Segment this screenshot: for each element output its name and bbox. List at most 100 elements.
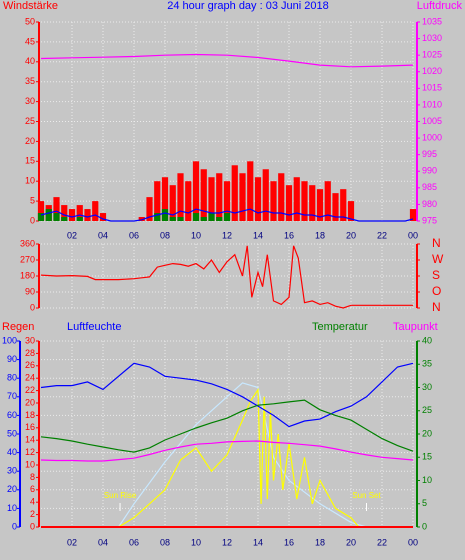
y-tick-label: 10 (25, 459, 35, 469)
bar (278, 173, 285, 221)
bar (37, 213, 45, 221)
y-tick-label: 5 (422, 498, 427, 508)
y-tick-label: 45 (25, 36, 35, 46)
humidity-label: Luftfeuchte (67, 321, 121, 333)
bar (309, 185, 316, 221)
y-tick-label: 2 (30, 509, 35, 519)
bar (99, 213, 107, 221)
bar (216, 217, 223, 221)
bar (185, 181, 192, 221)
y-tick-label: 985 (422, 182, 437, 192)
y-tick-label: 6 (30, 484, 35, 494)
y-tick-label: S (432, 268, 440, 282)
dewpoint-label: Taupunkt (393, 321, 438, 333)
y-tick-label: 0 (30, 302, 35, 312)
y-tick-label: 14 (25, 435, 35, 445)
bar (161, 177, 169, 221)
series-line (40, 362, 414, 428)
bar (53, 197, 60, 221)
bar (84, 209, 91, 221)
y-tick-label: 25 (422, 405, 432, 415)
bar (223, 213, 231, 221)
bar (76, 217, 83, 221)
series-line (40, 245, 413, 309)
y-tick-label: 100 (2, 335, 17, 345)
bar (340, 189, 347, 221)
bar (154, 181, 161, 221)
x-tick-label: 14 (253, 537, 263, 547)
bar (138, 217, 145, 221)
x-tick-label: 02 (67, 537, 77, 547)
bar (301, 181, 308, 221)
bar (192, 161, 200, 221)
y-tick-label: 40 (7, 447, 17, 457)
x-tick-label: 04 (98, 537, 108, 547)
x-tick-label: 10 (191, 230, 201, 240)
x-tick-label: 08 (160, 537, 170, 547)
y-tick-label: 1000 (422, 132, 442, 142)
x-tick-label: 20 (346, 230, 356, 240)
bar (231, 165, 238, 221)
series-line (40, 440, 414, 462)
x-tick-label: 22 (377, 537, 387, 547)
bar (61, 217, 68, 221)
y-tick-label: 30 (422, 382, 432, 392)
y-tick-label: 4 (30, 497, 35, 507)
bar (247, 161, 254, 221)
x-tick-label: 18 (315, 537, 325, 547)
bar (254, 177, 262, 221)
bar (161, 209, 169, 221)
bar (53, 213, 60, 221)
y-tick-label: 35 (25, 76, 35, 86)
bar (146, 197, 153, 221)
y-tick-label: 1030 (422, 33, 442, 43)
y-tick-label: 0 (12, 521, 17, 531)
x-tick-label: 00 (408, 230, 418, 240)
y-tick-label: 180 (20, 270, 35, 280)
y-tick-label: 980 (422, 199, 437, 209)
y-tick-label: 0 (30, 215, 35, 225)
wind-label: Windstärke (3, 0, 58, 12)
y-tick-label: 15 (422, 452, 432, 462)
x-tick-label: 04 (98, 230, 108, 240)
y-tick-label: 0 (30, 521, 35, 531)
y-tick-label: 80 (7, 373, 17, 383)
y-tick-label: 22 (25, 385, 35, 395)
y-tick-label: 40 (422, 335, 432, 345)
y-tick-label: 16 (25, 422, 35, 432)
y-tick-label: 1025 (422, 50, 442, 60)
y-tick-label: 20 (7, 484, 17, 494)
x-tick-label: 00 (408, 537, 418, 547)
bar (61, 205, 68, 221)
x-tick-label: 06 (129, 537, 139, 547)
y-tick-label: 12 (25, 447, 35, 457)
y-tick-label: 50 (25, 16, 35, 26)
bar (200, 169, 207, 221)
x-tick-label: 02 (67, 230, 77, 240)
y-tick-label: 10 (422, 475, 432, 485)
bar (316, 189, 324, 221)
x-tick-label: 16 (284, 230, 294, 240)
y-tick-label: 1020 (422, 66, 442, 76)
bar (223, 181, 231, 221)
x-tick-label: 18 (315, 230, 325, 240)
bar (324, 181, 331, 221)
chart-title: 24 hour graph day : 03 Juni 2018 (167, 0, 328, 12)
y-tick-label: 1010 (422, 99, 442, 109)
y-tick-label: 90 (7, 354, 17, 364)
y-tick-label: 1015 (422, 83, 442, 93)
x-tick-label: 12 (222, 230, 232, 240)
bar (177, 173, 184, 221)
y-tick-label: 25 (25, 116, 35, 126)
y-tick-label: 50 (7, 428, 17, 438)
bar (76, 205, 83, 221)
annotation: Sun Rise (104, 491, 137, 500)
y-tick-label: 20 (422, 428, 432, 438)
bar (208, 177, 215, 221)
bar (200, 217, 207, 221)
bar (216, 173, 223, 221)
y-tick-label: 60 (7, 410, 17, 420)
bar (154, 213, 161, 221)
y-tick-label: 995 (422, 149, 437, 159)
bar (347, 201, 355, 221)
